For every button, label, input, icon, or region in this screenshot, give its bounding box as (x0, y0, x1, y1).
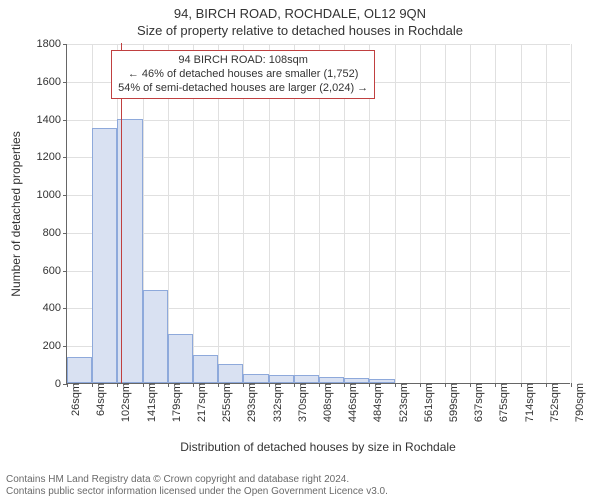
x-tick-mark (243, 383, 244, 387)
x-tick-mark (168, 383, 169, 387)
gridline-vertical (495, 44, 496, 383)
x-tick-mark (294, 383, 295, 387)
x-tick-label: 370sqm (291, 383, 309, 422)
histogram-bar (193, 355, 218, 383)
chart-title-address: 94, BIRCH ROAD, ROCHDALE, OL12 9QN (0, 0, 600, 23)
x-tick-mark (92, 383, 93, 387)
x-tick-label: 637sqm (467, 383, 485, 422)
x-tick-mark (319, 383, 320, 387)
x-tick-mark (369, 383, 370, 387)
annotation-line1: 94 BIRCH ROAD: 108sqm (118, 54, 368, 68)
x-tick-label: 446sqm (341, 383, 359, 422)
histogram-bar (218, 364, 243, 383)
y-tick-mark (63, 271, 67, 272)
y-tick-mark (63, 308, 67, 309)
footer-line1: Contains HM Land Registry data © Crown c… (6, 474, 388, 486)
x-tick-mark (571, 383, 572, 387)
y-tick-mark (63, 82, 67, 83)
histogram-bar (344, 378, 369, 383)
footer-line2: Contains public sector information licen… (6, 486, 388, 498)
y-tick-mark (63, 44, 67, 45)
x-tick-mark (269, 383, 270, 387)
x-tick-label: 752sqm (543, 383, 561, 422)
x-tick-mark (117, 383, 118, 387)
x-tick-mark (546, 383, 547, 387)
x-tick-mark (495, 383, 496, 387)
x-tick-label: 523sqm (392, 383, 410, 422)
x-tick-label: 217sqm (190, 383, 208, 422)
y-tick-mark (63, 233, 67, 234)
x-tick-label: 141sqm (140, 383, 158, 422)
x-tick-mark (218, 383, 219, 387)
x-tick-label: 102sqm (114, 383, 132, 422)
x-tick-label: 408sqm (316, 383, 334, 422)
histogram-bar (269, 375, 294, 383)
histogram-bar (143, 290, 168, 383)
x-tick-mark (470, 383, 471, 387)
gridline-vertical (395, 44, 396, 383)
gridline-vertical (571, 44, 572, 383)
histogram-bar (168, 334, 193, 383)
x-tick-label: 64sqm (89, 383, 107, 416)
histogram-bar (369, 379, 394, 383)
gridline-vertical (470, 44, 471, 383)
histogram-bar (294, 375, 319, 383)
x-tick-mark (193, 383, 194, 387)
gridline-vertical (546, 44, 547, 383)
x-tick-label: 599sqm (442, 383, 460, 422)
x-tick-mark (395, 383, 396, 387)
footer-attribution: Contains HM Land Registry data © Crown c… (6, 474, 388, 498)
annotation-line3: 54% of semi-detached houses are larger (… (118, 82, 368, 96)
x-axis-title: Distribution of detached houses by size … (180, 440, 456, 454)
x-tick-mark (445, 383, 446, 387)
x-tick-label: 714sqm (518, 383, 536, 422)
x-tick-mark (420, 383, 421, 387)
x-tick-mark (344, 383, 345, 387)
chart-container: { "title_line1": "94, BIRCH ROAD, ROCHDA… (0, 0, 600, 500)
y-tick-mark (63, 120, 67, 121)
gridline-vertical (445, 44, 446, 383)
histogram-bar (92, 128, 117, 383)
histogram-bar (319, 377, 344, 383)
x-tick-label: 484sqm (366, 383, 384, 422)
annotation-box: 94 BIRCH ROAD: 108sqm ← 46% of detached … (111, 50, 375, 99)
x-tick-mark (67, 383, 68, 387)
plot-area: 02004006008001000120014001600180026sqm64… (66, 44, 570, 384)
gridline-vertical (420, 44, 421, 383)
x-tick-mark (521, 383, 522, 387)
gridline-vertical (521, 44, 522, 383)
x-tick-label: 255sqm (215, 383, 233, 422)
histogram-bar (67, 357, 92, 383)
x-tick-mark (143, 383, 144, 387)
y-axis-title: Number of detached properties (9, 131, 23, 296)
x-tick-label: 179sqm (165, 383, 183, 422)
annotation-line2: ← 46% of detached houses are smaller (1,… (118, 68, 368, 82)
x-tick-label: 332sqm (266, 383, 284, 422)
chart-title-subtitle: Size of property relative to detached ho… (0, 23, 600, 40)
y-tick-mark (63, 346, 67, 347)
x-tick-label: 675sqm (492, 383, 510, 422)
x-tick-label: 293sqm (240, 383, 258, 422)
x-tick-label: 26sqm (64, 383, 82, 416)
histogram-bar (243, 374, 268, 383)
y-tick-mark (63, 157, 67, 158)
x-tick-label: 561sqm (417, 383, 435, 422)
y-tick-mark (63, 195, 67, 196)
x-tick-label: 790sqm (568, 383, 586, 422)
